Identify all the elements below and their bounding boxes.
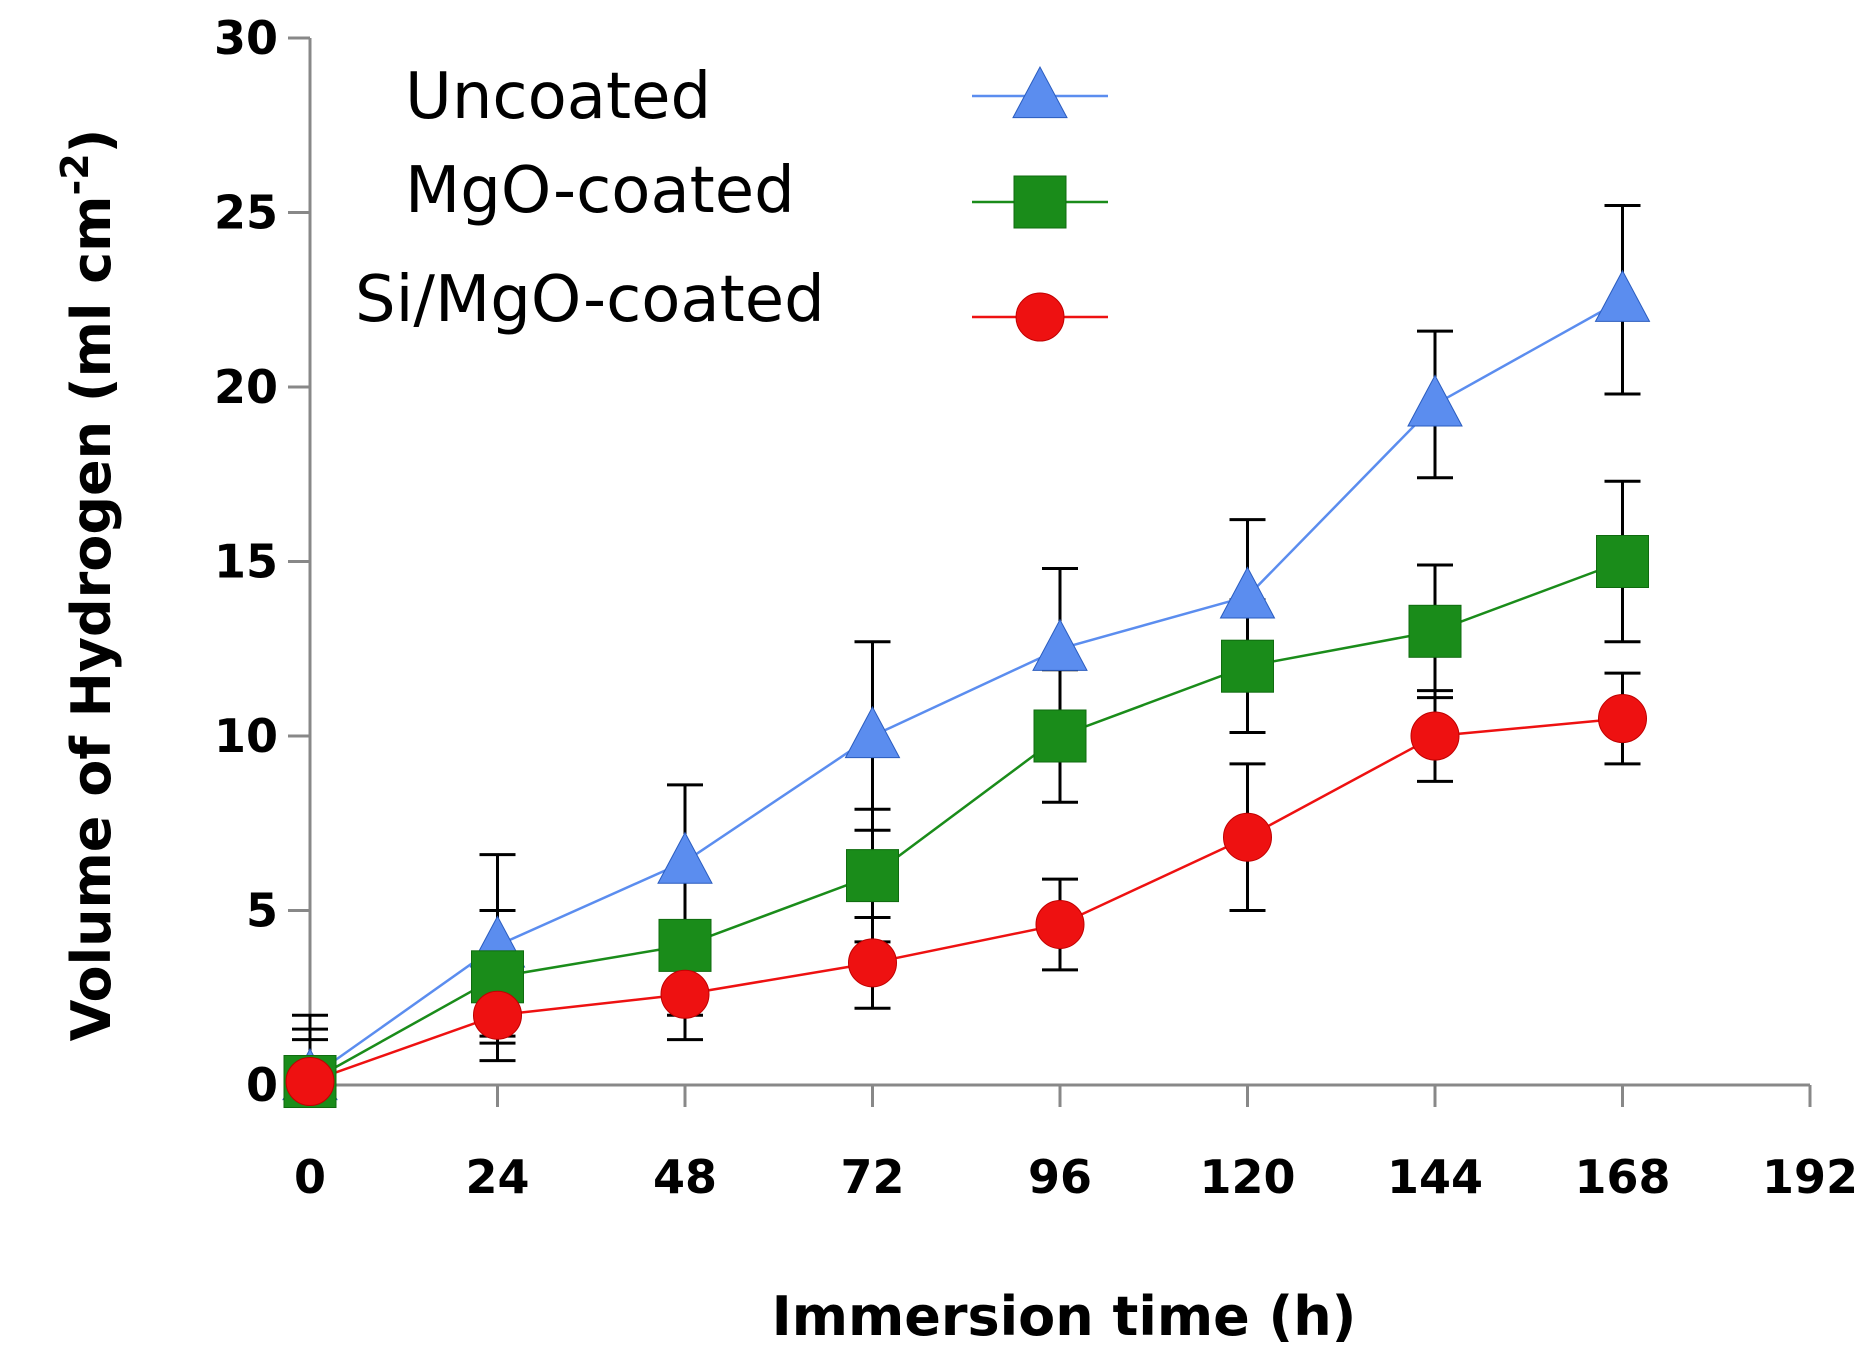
- legend-marker-si-mgo-coated: [1015, 292, 1065, 342]
- data-point: [1032, 618, 1088, 671]
- legend: Uncoated MgO-coated Si/MgO-coated: [355, 60, 1108, 342]
- x-axis-title: Immersion time (h): [772, 1285, 1357, 1348]
- data-point: [848, 938, 897, 988]
- data-point: [844, 705, 901, 759]
- x-tick-label: 120: [1199, 1150, 1295, 1204]
- y-axis-title-close: ): [60, 129, 123, 154]
- x-tick-label: 144: [1387, 1150, 1483, 1204]
- data-point: [1221, 639, 1274, 693]
- series-line-uncoated: [309, 298, 1624, 1080]
- data-point: [1596, 535, 1649, 588]
- x-tick-label: 0: [294, 1150, 326, 1204]
- data-point: [1035, 899, 1085, 949]
- series-line-si-mgo-coated: [309, 717, 1623, 1083]
- data-point: [1408, 604, 1462, 658]
- series-line-mgo-coated: [309, 560, 1623, 1083]
- data-point: [473, 990, 522, 1040]
- x-tick-label: 72: [840, 1150, 904, 1204]
- data-point: [660, 969, 710, 1019]
- data-point: [846, 849, 899, 903]
- x-ticks: 0 24 48 72 96 120 144 168 192: [294, 1085, 1858, 1204]
- y-tick-label: 30: [214, 11, 278, 65]
- data-point: [1033, 709, 1087, 763]
- x-tick-label: 168: [1574, 1150, 1670, 1204]
- data-point: [1410, 711, 1460, 761]
- y-tick-label: 5: [246, 884, 278, 938]
- y-axis-title: Volume of Hydrogen (ml cm-2): [53, 129, 123, 1042]
- y-tick-label: 10: [214, 709, 278, 763]
- x-tick-label: 24: [465, 1150, 529, 1204]
- x-tick-label: 192: [1762, 1150, 1858, 1204]
- legend-marker-mgo-coated: [1013, 175, 1067, 229]
- y-axis-title-main: Volume of Hydrogen (ml cm: [60, 196, 123, 1042]
- data-point: [1223, 812, 1272, 862]
- series-layer: [282, 204, 1651, 1109]
- x-tick-label: 96: [1028, 1150, 1092, 1204]
- legend-marker-uncoated: [1012, 65, 1068, 119]
- data-point: [1594, 269, 1651, 322]
- y-tick-label: 20: [214, 360, 278, 414]
- data-point: [1407, 374, 1463, 427]
- data-point: [1219, 566, 1276, 619]
- data-point: [657, 831, 713, 884]
- data-point: [1598, 694, 1647, 744]
- legend-label-uncoated: Uncoated: [405, 60, 711, 134]
- y-tick-label: 25: [214, 186, 278, 240]
- series-lines: [309, 298, 1624, 1083]
- y-ticks: 0 5 10 15 20 25 30: [214, 11, 310, 1112]
- y-tick-label: 0: [246, 1058, 278, 1112]
- legend-label-mgo-coated: MgO-coated: [405, 154, 795, 228]
- data-point: [285, 1057, 335, 1107]
- data-point: [658, 918, 712, 972]
- series-markers: [282, 269, 1651, 1109]
- legend-label-si-mgo-coated: Si/MgO-coated: [355, 263, 825, 337]
- y-axis-title-superscript: -2: [53, 153, 97, 195]
- y-tick-label: 15: [214, 535, 278, 589]
- x-tick-label: 48: [653, 1150, 717, 1204]
